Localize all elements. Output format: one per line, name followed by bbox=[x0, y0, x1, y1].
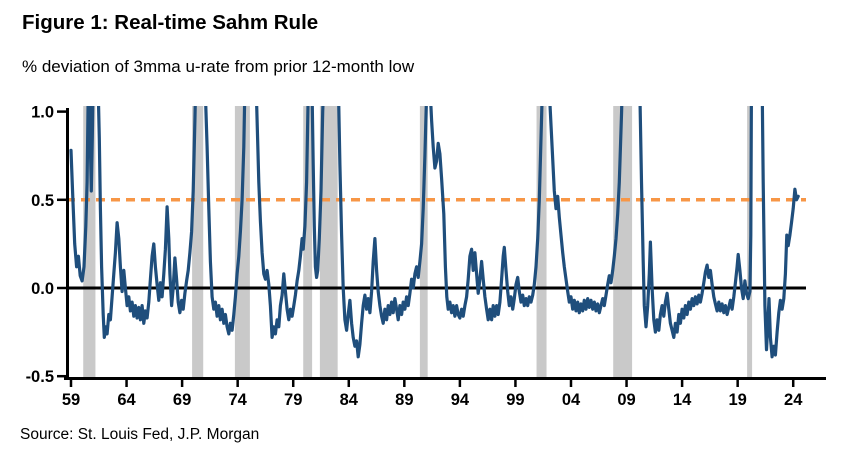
y-tick-label: 1.0 bbox=[31, 104, 54, 122]
recession-band bbox=[192, 106, 204, 378]
recession-band bbox=[419, 106, 428, 378]
x-tick-label: 99 bbox=[506, 391, 524, 409]
axes-layer bbox=[64, 108, 826, 380]
x-tick-label: 74 bbox=[228, 391, 247, 409]
x-tick-label: 04 bbox=[562, 391, 581, 409]
y-tick-label: -0.5 bbox=[26, 368, 54, 386]
x-tick-label: 64 bbox=[117, 391, 136, 409]
figure-subtitle: % deviation of 3mma u-rate from prior 12… bbox=[22, 57, 415, 76]
y-tick-label: 0.5 bbox=[31, 192, 54, 210]
recession-band bbox=[613, 106, 633, 378]
x-tick-label: 79 bbox=[284, 391, 302, 409]
tick-labels-layer: 1.0 0.5 0.0 -0.5 59 64 69 74 79 84 89 94 99 04 09 14 19 2… bbox=[26, 104, 804, 409]
series-layer bbox=[69, 106, 800, 359]
source-note: Source: St. Louis Fed, J.P. Morgan bbox=[20, 426, 260, 443]
recession-band bbox=[303, 106, 313, 378]
figure-title: Figure 1: Real-time Sahm Rule bbox=[22, 11, 319, 34]
reference-lines-layer bbox=[66, 198, 806, 290]
sahm-rule-line bbox=[69, 106, 800, 359]
x-tick-label: 94 bbox=[451, 391, 470, 409]
y-tick-label: 0.0 bbox=[31, 280, 54, 298]
x-tick-label: 69 bbox=[173, 391, 191, 409]
x-tick-label: 59 bbox=[62, 391, 80, 409]
x-tick-label: 24 bbox=[784, 391, 803, 409]
recession-band bbox=[234, 106, 250, 378]
recession-band bbox=[536, 106, 547, 378]
recession-band bbox=[319, 106, 338, 378]
x-tick-label: 09 bbox=[617, 391, 635, 409]
x-tick-label: 89 bbox=[395, 391, 413, 409]
x-tick-label: 84 bbox=[340, 391, 359, 409]
x-tick-label: 14 bbox=[673, 391, 692, 409]
x-tick-label: 19 bbox=[728, 391, 746, 409]
